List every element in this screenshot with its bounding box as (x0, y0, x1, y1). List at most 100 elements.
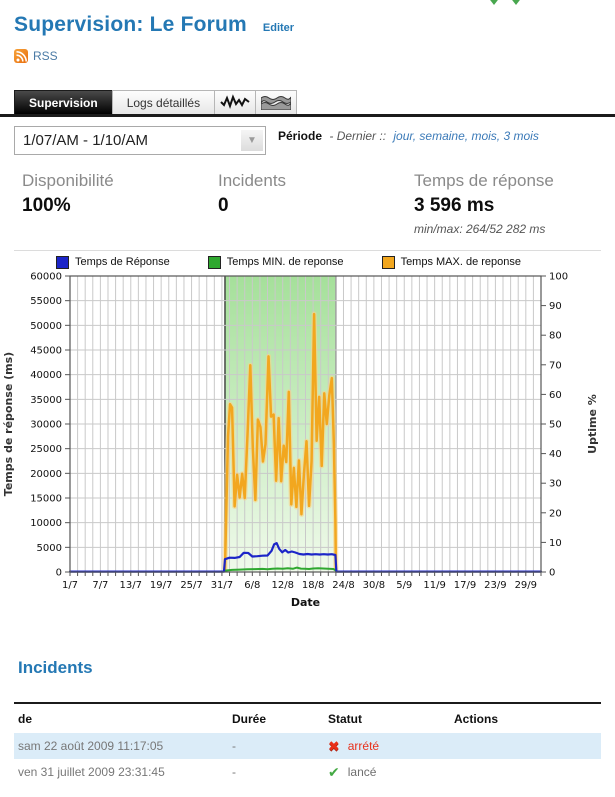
edit-link[interactable]: Editer (262, 22, 295, 34)
stat-label: Temps de réponse (414, 171, 554, 190)
period-prefix: - Dernier :: (329, 129, 387, 143)
incident-row: sam 22 août 2009 11:17:05 - ✖ arrété (14, 733, 601, 759)
svg-text:0: 0 (549, 568, 555, 579)
tab-line-chart[interactable] (214, 90, 257, 114)
stat-value: 0 (218, 195, 229, 216)
legend-swatch-icon (207, 255, 221, 269)
svg-text:0: 0 (56, 568, 62, 579)
period-select-value: 1/07/AM - 1/10/AM (23, 132, 149, 149)
incident-actions (450, 733, 601, 759)
stat-label: Disponibilité (22, 171, 114, 190)
svg-text:6/8: 6/8 (244, 580, 260, 591)
legend-item: Temps de Réponse (56, 255, 170, 269)
status-label: arrété (347, 739, 380, 753)
rss-link[interactable]: RSS (33, 49, 58, 63)
incident-actions (450, 759, 601, 785)
svg-text:12/8: 12/8 (271, 580, 293, 591)
svg-text:25/7: 25/7 (180, 580, 202, 591)
svg-text:60000: 60000 (30, 272, 62, 283)
stat-incidents: Incidents 0 (218, 171, 414, 236)
column-header-de: de (18, 712, 33, 726)
svg-text:30/8: 30/8 (363, 580, 385, 591)
svg-text:20: 20 (549, 508, 562, 519)
stat-temps-de-reponse: Temps de réponse 3 596 ms min/max: 264/5… (414, 171, 554, 236)
stat-label: Incidents (218, 171, 287, 190)
svg-text:45000: 45000 (30, 346, 62, 357)
svg-text:24/8: 24/8 (332, 580, 354, 591)
tab-logs-detailles[interactable]: Logs détaillés (111, 90, 216, 114)
area-chart-icon (260, 93, 292, 113)
svg-text:60: 60 (549, 390, 562, 401)
incident-row: ven 31 juillet 2009 23:31:45 - ✔ lancé (14, 759, 601, 785)
page-title: Supervision: Le Forum (14, 13, 247, 36)
incident-duration: - (228, 733, 324, 759)
svg-text:50000: 50000 (30, 321, 62, 332)
svg-text:23/9: 23/9 (484, 580, 506, 591)
legend-swatch-icon (381, 255, 395, 269)
svg-text:30: 30 (549, 479, 562, 490)
incidents-table: de Durée Statut Actions sam 22 août 2009… (14, 702, 601, 785)
svg-text:Uptime %: Uptime % (586, 394, 599, 454)
chart-legend: Temps de Réponse Temps MIN. de reponse Tem… (0, 254, 615, 270)
svg-text:40: 40 (549, 449, 562, 460)
svg-text:50: 50 (549, 420, 562, 431)
incident-date: ven 31 juillet 2009 23:31:45 (18, 765, 165, 779)
svg-text:Date: Date (291, 596, 320, 609)
legend-item: Temps MIN. de reponse (207, 255, 344, 269)
stat-value: 100% (22, 195, 71, 216)
svg-text:5000: 5000 (37, 543, 62, 554)
svg-text:18/8: 18/8 (302, 580, 324, 591)
chevron-down-icon: ▼ (241, 130, 263, 151)
svg-text:100: 100 (549, 272, 568, 283)
period-link-jour[interactable]: jour (393, 129, 413, 143)
svg-text:15000: 15000 (30, 494, 62, 505)
tab-supervision[interactable]: Supervision (14, 90, 113, 114)
column-header-actions: Actions (454, 712, 499, 726)
divider (14, 250, 601, 251)
period-link-3-mois[interactable]: 3 mois (503, 129, 539, 143)
uptime-chart-svg: 0 5000 10000 15000 20000 25000 30000 35000 40000… (2, 272, 599, 610)
svg-text:40000: 40000 (30, 370, 62, 381)
svg-text:7/7: 7/7 (92, 580, 108, 591)
incident-date: sam 22 août 2009 11:17:05 (14, 733, 228, 759)
stat-disponibilite: Disponibilité 100% (22, 171, 218, 236)
period-select[interactable]: 1/07/AM - 1/10/AM ▼ (14, 126, 266, 155)
svg-text:29/9: 29/9 (515, 580, 537, 591)
svg-text:10000: 10000 (30, 518, 62, 529)
svg-text:5/9: 5/9 (396, 580, 412, 591)
column-header-statut: Statut (328, 712, 362, 726)
svg-text:1/7: 1/7 (62, 580, 78, 591)
period-row: 1/07/AM - 1/10/AM ▼ Période - Dernier ::… (14, 126, 601, 155)
incident-duration: - (232, 765, 236, 779)
tab-area-chart[interactable] (255, 90, 298, 114)
svg-text:19/7: 19/7 (150, 580, 172, 591)
red-x-icon: ✖ (328, 738, 340, 754)
legend-item: Temps MAX. de reponse (381, 255, 521, 269)
svg-text:10: 10 (549, 538, 562, 549)
svg-text:55000: 55000 (30, 296, 62, 307)
svg-text:17/9: 17/9 (454, 580, 476, 591)
rss-icon[interactable] (14, 49, 28, 63)
period-label: Période (278, 129, 323, 143)
svg-text:80: 80 (549, 331, 562, 342)
incidents-heading: Incidents (18, 658, 93, 677)
svg-text:31/7: 31/7 (211, 580, 233, 591)
status-label: lancé (347, 765, 377, 779)
svg-text:20000: 20000 (30, 469, 62, 480)
period-link-mois[interactable]: mois (471, 129, 497, 143)
legend-swatch-icon (56, 255, 69, 269)
svg-text:30000: 30000 (30, 420, 62, 431)
period-links: jour, semaine, mois, 3 mois (393, 129, 539, 143)
svg-text:11/9: 11/9 (423, 580, 445, 591)
svg-text:90: 90 (549, 301, 562, 312)
line-chart-icon (220, 93, 250, 113)
svg-text:35000: 35000 (30, 395, 62, 406)
svg-text:13/7: 13/7 (120, 580, 142, 591)
page-header: Supervision: Le Forum Editer RSS (0, 0, 615, 63)
column-header-duree: Durée (232, 712, 267, 726)
stats-row: Disponibilité 100% Incidents 0 Temps de … (22, 171, 601, 236)
period-link-semaine[interactable]: semaine (419, 129, 465, 143)
stat-minmax: min/max: 264/52 282 ms (414, 222, 546, 236)
svg-text:25000: 25000 (30, 444, 62, 455)
decoration-green-arrows-icon (483, 0, 529, 7)
